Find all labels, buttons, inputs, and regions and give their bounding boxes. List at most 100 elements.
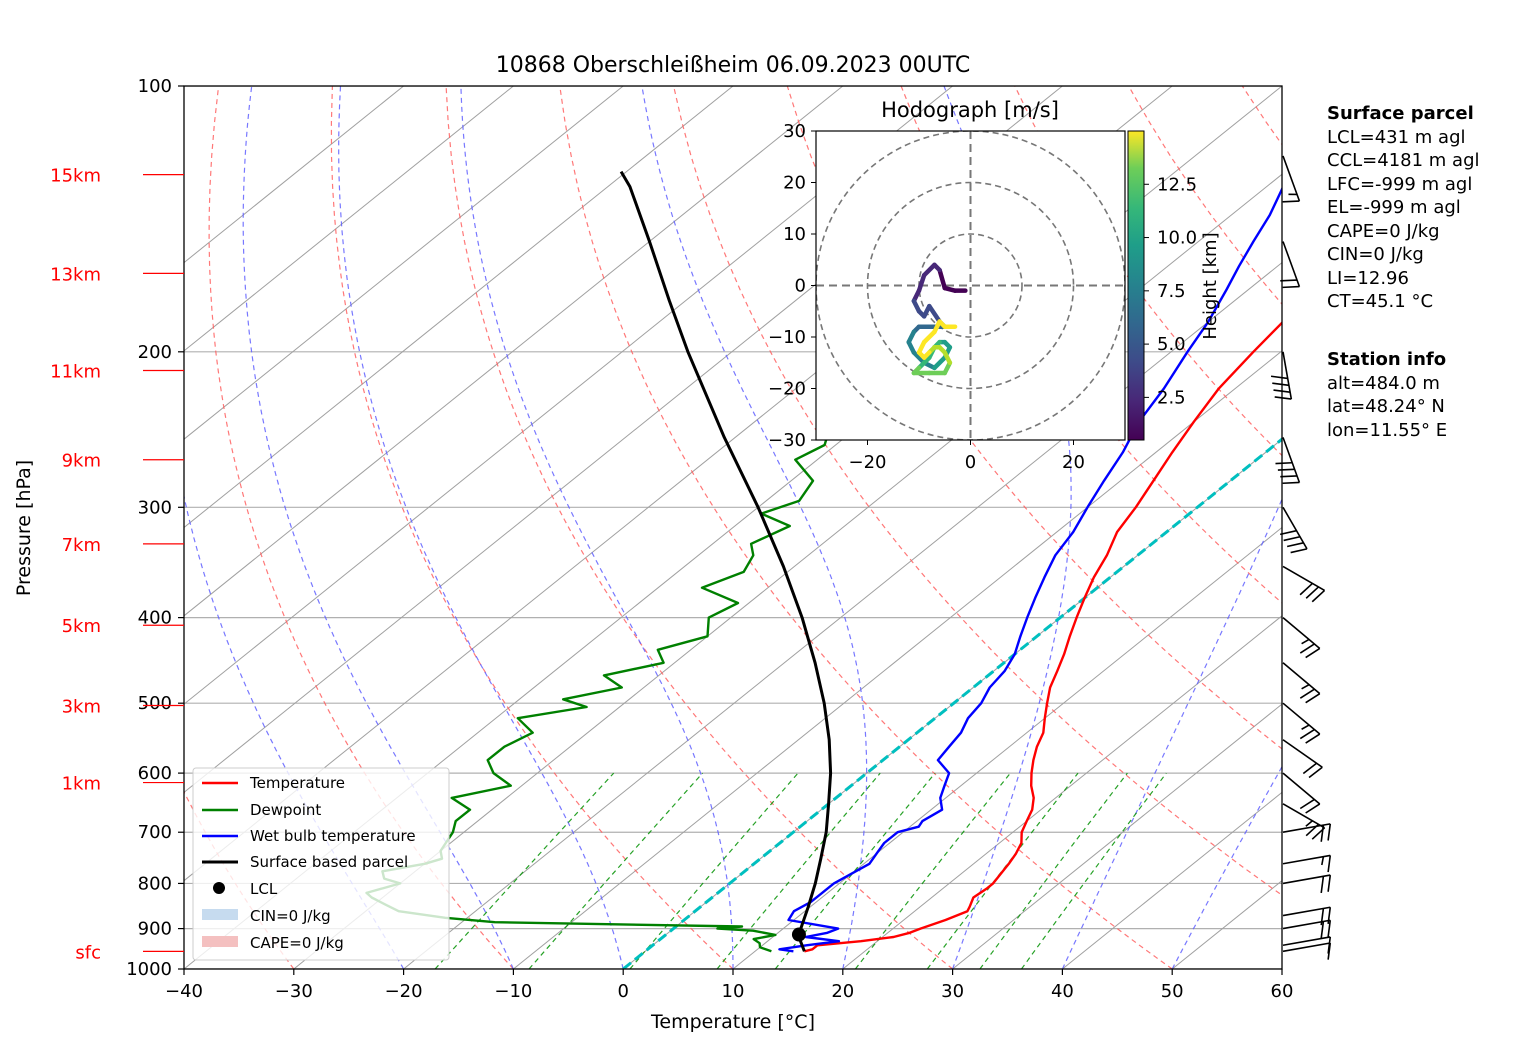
wind-barb-flag bbox=[1299, 728, 1315, 740]
surface-parcel-header: Surface parcel bbox=[1327, 103, 1474, 124]
wind-barb-flag bbox=[1305, 647, 1321, 659]
x-tick-label: −40 bbox=[165, 981, 203, 1002]
isotherm bbox=[184, 86, 624, 440]
wind-barb-flag bbox=[1305, 823, 1320, 837]
wind-barb-half-flag bbox=[1305, 820, 1313, 827]
wind-barb bbox=[1282, 874, 1332, 894]
y-tick-label: 300 bbox=[138, 497, 172, 518]
wind-barb-staff bbox=[1282, 936, 1331, 947]
wind-barb-flag bbox=[1282, 481, 1300, 485]
wind-barb-flag bbox=[1280, 475, 1298, 478]
station-info-header: Station info bbox=[1327, 349, 1447, 370]
wind-barb-half-flag bbox=[1321, 856, 1325, 866]
wind-barb-half-flag bbox=[1301, 683, 1310, 690]
x-tick-label: 0 bbox=[617, 981, 628, 1002]
x-tick-label: 60 bbox=[1271, 981, 1294, 1002]
wind-barb bbox=[1282, 803, 1326, 840]
hodograph-x-tick-label: −20 bbox=[849, 452, 887, 473]
wind-barb-staff bbox=[1282, 739, 1323, 768]
mixing-ratio-line bbox=[716, 772, 881, 969]
moist-adiabat bbox=[338, 86, 624, 969]
x-tick-label: −10 bbox=[494, 981, 532, 1002]
wind-barb bbox=[1282, 823, 1332, 842]
y-axis-label: Pressure [hPa] bbox=[13, 460, 35, 596]
chart-title: 10868 Oberschleißheim 06.09.2023 00UTC bbox=[496, 53, 971, 78]
x-tick-label: −30 bbox=[275, 981, 313, 1002]
isotherm bbox=[952, 703, 1282, 969]
parcel-stat: LFC=-999 m agl bbox=[1327, 173, 1473, 195]
wind-barb bbox=[1282, 919, 1332, 939]
wind-barb-flag bbox=[1283, 535, 1301, 542]
wind-barb-flag bbox=[1320, 921, 1325, 939]
wind-barb-staff bbox=[1282, 617, 1321, 650]
wind-barb-staff bbox=[1282, 854, 1331, 865]
x-tick-label: 10 bbox=[722, 981, 745, 1002]
moist-adiabat bbox=[1061, 497, 1282, 969]
hodograph: Hodograph [m/s] −20 0 20 30 20 10 0 −10 −20 −30 2… bbox=[768, 98, 1221, 473]
legend-box bbox=[192, 767, 450, 961]
height-label: 3km bbox=[62, 696, 101, 717]
wind-barb-flag bbox=[1274, 396, 1292, 400]
wind-barb-flag bbox=[1311, 827, 1326, 840]
isotherm bbox=[293, 173, 1282, 969]
wind-barb-staff bbox=[1282, 874, 1331, 885]
wind-barb-flag bbox=[1270, 375, 1288, 380]
legend-entry: CAPE=0 J/kg bbox=[250, 934, 344, 952]
wind-barb-flag bbox=[1275, 461, 1293, 465]
isotherm bbox=[513, 350, 1282, 969]
wind-barb-flag bbox=[1305, 586, 1320, 599]
colorbar-tick-label: 2.5 bbox=[1157, 387, 1186, 408]
wind-barb-flag bbox=[1299, 688, 1315, 699]
hodograph-x-tick-label: 0 bbox=[965, 452, 976, 473]
y-tick-label: 200 bbox=[138, 342, 172, 363]
wind-barb-flag bbox=[1327, 855, 1332, 873]
wind-barb-flag bbox=[1327, 920, 1332, 937]
station-stat: lon=11.55° E bbox=[1327, 419, 1448, 441]
hodograph-segment bbox=[937, 267, 947, 291]
legend-swatch-cape bbox=[202, 936, 238, 947]
wind-barb-flag bbox=[1327, 823, 1332, 841]
wind-barb bbox=[1282, 942, 1332, 960]
hodograph-y-tick-label: 30 bbox=[783, 121, 806, 142]
freezing-line bbox=[622, 437, 1282, 969]
wind-barb-staff bbox=[1282, 155, 1301, 202]
hodograph-title: Hodograph [m/s] bbox=[881, 98, 1059, 122]
station-info-panel: Station info alt=484.0 m lat=48.24° N lo… bbox=[1327, 348, 1447, 442]
wind-barb-staff bbox=[1282, 506, 1308, 550]
height-label: 11km bbox=[50, 362, 101, 383]
wind-barb-flag bbox=[1277, 468, 1295, 471]
hodograph-segment bbox=[911, 350, 927, 365]
x-axis: −40 −30 −20 −10 0 10 20 30 40 50 60 bbox=[165, 969, 1293, 1002]
wind-barb bbox=[1275, 437, 1301, 485]
wind-barb-staff bbox=[1282, 942, 1331, 953]
legend-entry: Dewpoint bbox=[250, 801, 321, 819]
mixing-ratio-line bbox=[528, 772, 704, 969]
legend-entry: CIN=0 J/kg bbox=[250, 907, 331, 925]
moist-adiabat bbox=[641, 86, 868, 969]
dry-adiabat bbox=[208, 86, 514, 969]
isotherm bbox=[184, 86, 734, 529]
wind-barb-flag bbox=[1311, 589, 1326, 603]
wind-barb-staff bbox=[1282, 702, 1321, 735]
legend: Temperature Dewpoint Wet bulb temperatur… bbox=[192, 767, 450, 961]
x-tick-label: 20 bbox=[831, 981, 854, 1002]
hodograph-segment bbox=[921, 262, 937, 278]
wind-barbs bbox=[1270, 155, 1332, 960]
parcel-stat: CCL=4181 m agl bbox=[1327, 150, 1480, 171]
profile-surface-based-parcel bbox=[619, 170, 833, 952]
hodograph-y-tick-label: −30 bbox=[768, 430, 806, 451]
parcel-stat: CAPE=0 J/kg bbox=[1327, 220, 1440, 242]
wind-barb bbox=[1282, 739, 1323, 779]
colorbar-axis: 2.5 5.0 7.5 10.0 12.5 bbox=[1144, 174, 1197, 408]
height-label: 9km bbox=[62, 451, 101, 472]
wind-barb-flag bbox=[1327, 874, 1332, 892]
hodograph-ring bbox=[866, 181, 1075, 390]
wind-barb-flag bbox=[1282, 285, 1300, 289]
isotherm bbox=[184, 86, 953, 705]
parcel-stat: LCL=431 m agl bbox=[1327, 126, 1466, 148]
y-tick-label: 1000 bbox=[126, 959, 172, 980]
moist-adiabat bbox=[460, 86, 734, 969]
hodograph-axes: −20 0 20 30 20 10 0 −10 −20 −30 bbox=[768, 121, 1085, 473]
wind-barb bbox=[1282, 565, 1326, 603]
legend-entry: Surface based parcel bbox=[250, 853, 408, 871]
